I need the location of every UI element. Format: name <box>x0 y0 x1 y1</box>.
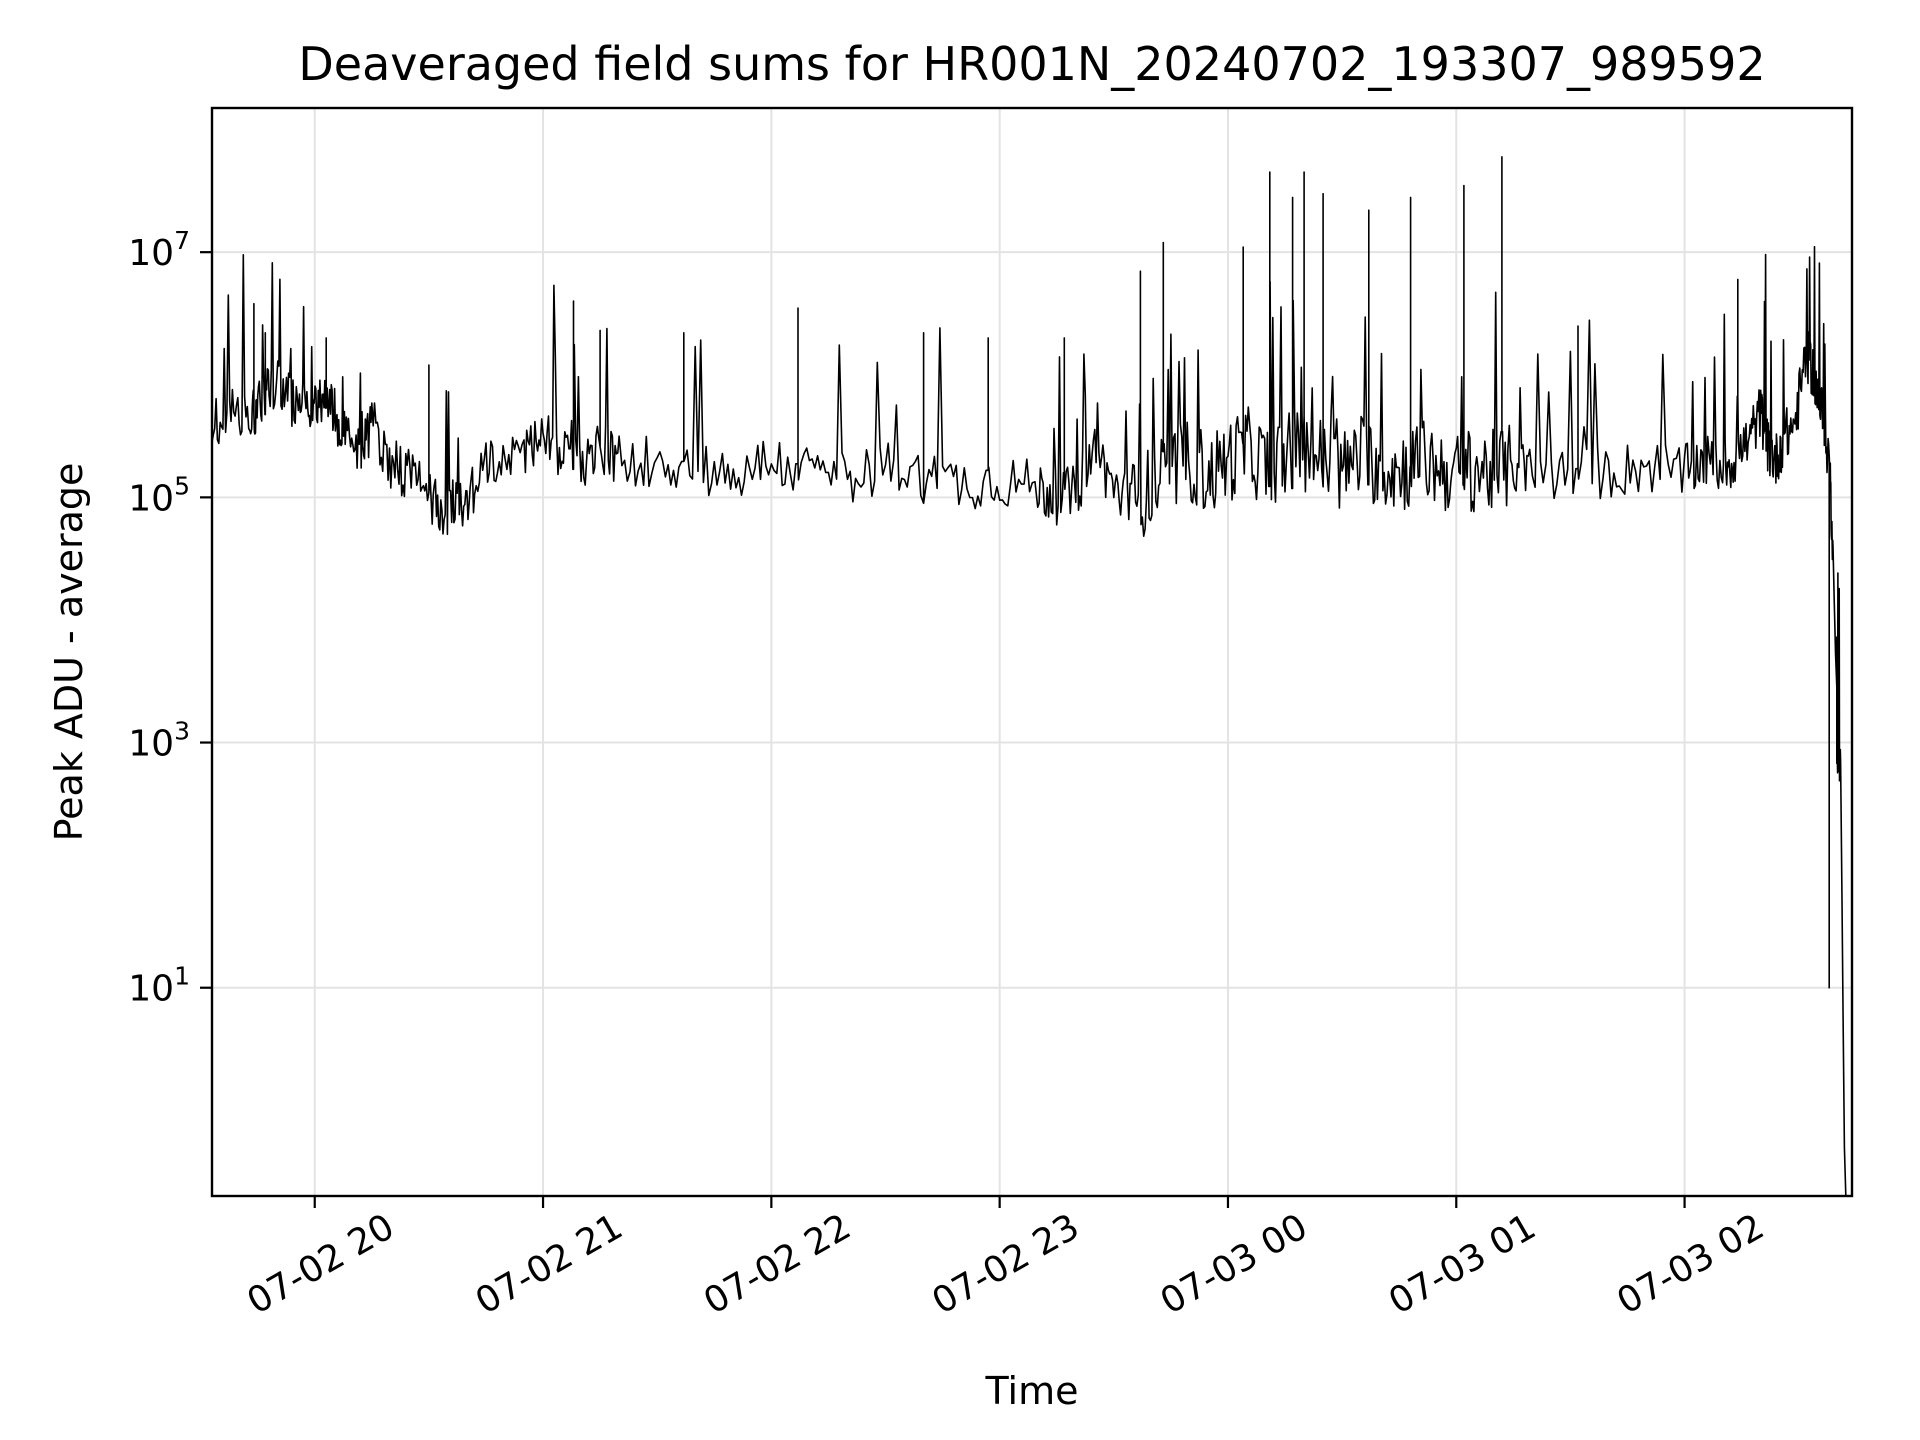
x-tick-label: 07-02 21 <box>469 1206 630 1322</box>
x-axis: 07-02 20 07-02 21 07-02 22 07-02 23 07-03 00… <box>241 1196 1771 1323</box>
x-axis-label: Time <box>985 1369 1079 1413</box>
series-line <box>212 156 1847 1196</box>
chart-title: Deaveraged field sums for HR001N_2024070… <box>298 37 1765 91</box>
x-tick-label: 07-02 23 <box>925 1206 1086 1322</box>
y-tick-label: 101 <box>128 962 190 1010</box>
x-tick-label: 07-03 02 <box>1610 1206 1771 1322</box>
y-tick-label: 103 <box>128 717 190 765</box>
plot-background <box>212 108 1852 1196</box>
y-tick-label: 107 <box>128 226 190 274</box>
plot-area <box>212 156 1847 1196</box>
x-tick-label: 07-03 00 <box>1154 1206 1315 1322</box>
y-axis-label: Peak ADU - average <box>47 463 91 842</box>
grid <box>212 108 1852 1196</box>
x-tick-label: 07-03 01 <box>1382 1206 1543 1322</box>
plot-frame <box>210 106 1854 1198</box>
x-tick-label: 07-02 22 <box>697 1206 858 1322</box>
x-tick-label: 07-02 20 <box>241 1206 402 1322</box>
y-tick-label: 105 <box>128 471 190 519</box>
y-axis: 101 103 105 107 <box>128 226 212 1010</box>
